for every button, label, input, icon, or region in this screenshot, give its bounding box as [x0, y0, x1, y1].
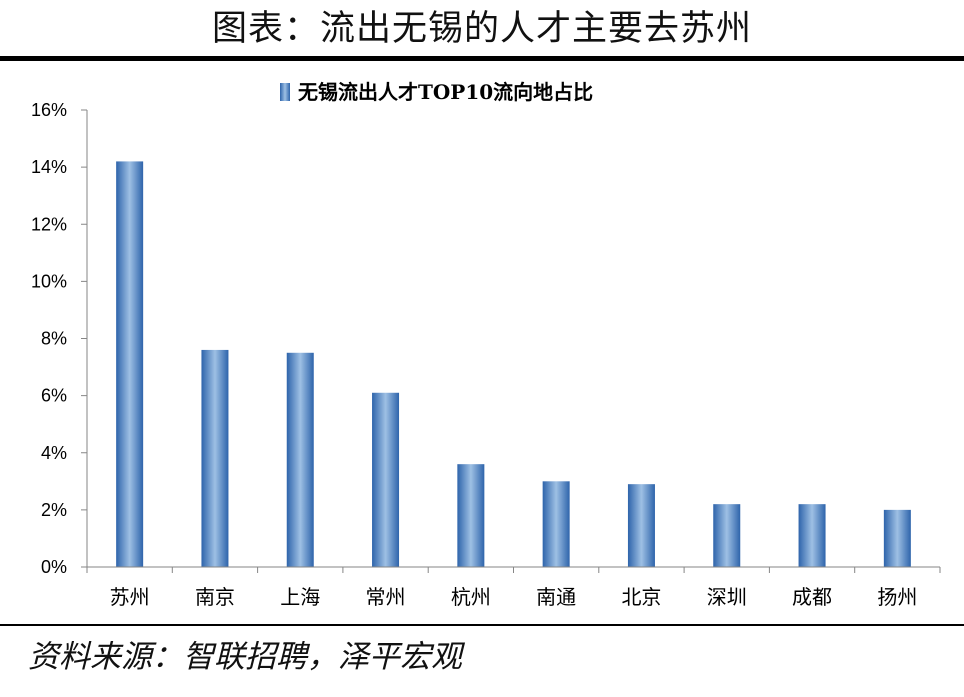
bar-10 — [883, 509, 911, 567]
x-tick-label: 南京 — [195, 585, 235, 609]
x-tick-label: 扬州 — [877, 585, 917, 609]
source-rule — [0, 624, 964, 626]
x-tick-label: 深圳 — [707, 585, 747, 609]
y-tick-label: 2% — [41, 500, 67, 520]
x-tick-label: 常州 — [366, 585, 406, 609]
x-tick-label: 苏州 — [110, 585, 150, 609]
y-tick-label: 14% — [31, 157, 67, 177]
bar-5 — [457, 464, 485, 567]
x-tick-label: 成都 — [792, 585, 832, 609]
bar-6 — [542, 481, 570, 567]
y-tick-label: 0% — [41, 557, 67, 577]
bar-4 — [372, 392, 400, 567]
bar-7 — [627, 484, 655, 567]
bar-3 — [286, 352, 314, 567]
y-tick-label: 12% — [31, 214, 67, 234]
legend-swatch — [280, 83, 290, 101]
y-tick-label: 6% — [41, 386, 67, 406]
y-axis: 0% 2% 4% 6% 8% 10% 12% 14% 16% — [31, 100, 88, 577]
bar-8 — [713, 504, 741, 567]
title-rule — [0, 56, 964, 61]
bar-1 — [116, 161, 144, 567]
y-tick-label: 10% — [31, 271, 67, 291]
bar-chart: 无锡流出人才TOP10流向地占比 0%2%4%6%8%10%12%14%16% … — [31, 80, 941, 609]
legend-label: 无锡流出人才TOP10流向地占比 — [298, 80, 593, 104]
bar-2 — [201, 349, 229, 567]
bar-9 — [798, 504, 826, 567]
y-tick-label: 16% — [31, 100, 67, 120]
y-tick-label: 8% — [41, 329, 67, 349]
x-tick-label: 上海 — [280, 585, 320, 609]
x-tick-label: 北京 — [621, 585, 661, 609]
x-tick-label: 杭州 — [451, 585, 491, 609]
x-tick-label: 南通 — [536, 585, 576, 609]
figure-title: 图表：流出无锡的人才主要去苏州 — [211, 9, 752, 49]
chart-legend: 无锡流出人才TOP10流向地占比 — [280, 80, 593, 104]
bars — [116, 161, 911, 567]
x-axis: 苏州 南京 上海 常州 杭州 南通 北京 深圳 成都 扬州 — [86, 566, 941, 609]
y-tick-label: 4% — [41, 443, 67, 463]
source-note: 资料来源：智联招聘，泽平宏观 — [28, 639, 462, 675]
